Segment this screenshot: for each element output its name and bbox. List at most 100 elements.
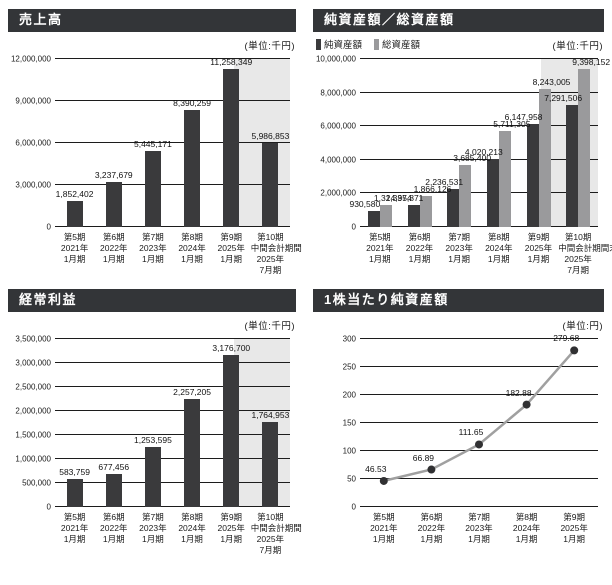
bar-総資産額 bbox=[379, 204, 392, 227]
bar-経常利益 bbox=[262, 422, 279, 507]
bar-純資産額 bbox=[447, 189, 460, 227]
point-value-label: 111.65 bbox=[458, 427, 484, 438]
bar-純資産額 bbox=[486, 159, 499, 227]
x-axis-category-label: 第5期 2021年 1月期 bbox=[360, 232, 400, 276]
y-axis-tick-label: 4,000,000 bbox=[320, 155, 356, 165]
data-point-marker bbox=[475, 440, 483, 449]
bar-value-label: 3,685,400 bbox=[453, 153, 492, 164]
x-axis-label-line: 第8期 bbox=[181, 232, 203, 242]
gridline: 1,000,000 bbox=[15, 455, 290, 464]
x-axis-label-line: 1月期 bbox=[420, 534, 443, 544]
x-axis-label-line: 2025年 bbox=[256, 534, 285, 544]
x-axis-category-label: 第9期 2025年 1月期 bbox=[519, 232, 559, 276]
x-axis-label-line: 7月期 bbox=[259, 265, 282, 275]
y-axis-tick-label: 10,000,000 bbox=[315, 54, 356, 64]
gridline: 0 bbox=[352, 503, 598, 512]
sales-title: 売上高 bbox=[8, 9, 296, 32]
bar-経常利益 bbox=[105, 474, 122, 507]
bar-総資産額 bbox=[578, 69, 591, 227]
ordinary-income-plot-area: 0 500,000 1,000,000 1,500,000 2,000,000 2,500… bbox=[15, 335, 290, 512]
x-axis-label-line: 2023年 bbox=[139, 523, 167, 533]
x-axis-label-line: 2024年 bbox=[178, 243, 206, 253]
x-axis-label-line: 第9期 bbox=[220, 232, 243, 242]
bar-value-label: 11,258,349 bbox=[210, 57, 253, 68]
y-axis-tick-label: 0 bbox=[46, 222, 51, 232]
gridline: 6,000,000 bbox=[15, 139, 290, 148]
y-axis-tick-label: 150 bbox=[342, 418, 356, 428]
net-total-assets-meta-row: 純資産額 総資産額 (単位:千円) bbox=[313, 35, 604, 52]
x-axis-category-label: 第6期 2022年 1月期 bbox=[400, 232, 440, 276]
y-axis-tick-label: 2,000,000 bbox=[15, 406, 51, 416]
y-axis-tick-label: 6,000,000 bbox=[15, 138, 51, 148]
x-axis-label-line: 2021年 bbox=[370, 523, 398, 533]
x-axis-label-line: 2022年 bbox=[417, 523, 446, 533]
x-axis-label-line: 2025年 bbox=[524, 243, 553, 253]
total-assets-swatch-icon bbox=[374, 38, 380, 50]
bar-経常利益 bbox=[66, 478, 83, 507]
x-axis-category-label: 第8期 2024年 1月期 bbox=[479, 232, 519, 276]
gridline: 300 bbox=[343, 335, 598, 344]
x-axis-label-line: 2023年 bbox=[445, 243, 473, 253]
x-axis-label-line: 2025年 bbox=[217, 523, 245, 533]
y-axis-tick-label: 3,500,000 bbox=[15, 334, 51, 344]
x-axis-label-line: 1月期 bbox=[448, 254, 470, 264]
bar-売上高 bbox=[262, 143, 279, 227]
x-axis-label-line: 第6期 bbox=[408, 232, 431, 242]
financial-highlights-grid: 売上高 (単位:千円) 0 3,000,000 6,000,000 9,000,000… bbox=[8, 9, 612, 556]
net-assets-per-share-x-axis: 第5期 2021年 1月期 第6期 2022年 1月期 第7期 2023年 1月期 第8期 2024… bbox=[360, 512, 598, 545]
x-axis-label-line: 1月期 bbox=[102, 534, 125, 544]
bar-value-label: 1,337,871 bbox=[385, 192, 424, 203]
x-axis-label-line: 第8期 bbox=[487, 232, 510, 242]
x-axis-label-line: 第5期 bbox=[63, 232, 86, 242]
x-axis-category-label: 第7期 2023年 1月期 bbox=[439, 232, 479, 276]
bar-純資産額 bbox=[367, 211, 380, 227]
x-axis-label-line: 第7期 bbox=[468, 512, 490, 522]
bar-value-label: 5,986,853 bbox=[251, 131, 290, 142]
bar-value-label: 1,852,402 bbox=[55, 189, 94, 200]
bar-value-label: 5,711,305 bbox=[493, 119, 531, 130]
x-axis-label-line: 第7期 bbox=[142, 232, 164, 242]
bar-売上高 bbox=[144, 150, 161, 227]
net-assets-per-share-meta-row: (単位:円) bbox=[313, 315, 604, 332]
gridline: 3,000,000 bbox=[15, 359, 290, 368]
x-axis-label-line: 1月期 bbox=[220, 534, 243, 544]
bar-売上高 bbox=[223, 69, 240, 227]
y-axis-tick-label: 300 bbox=[342, 334, 356, 344]
x-axis-category-label: 第5期 2021年 1月期 bbox=[55, 232, 94, 276]
x-axis-label-line: 1月期 bbox=[142, 534, 164, 544]
bar-純資産額 bbox=[566, 104, 579, 227]
bar-value-label: 7,291,506 bbox=[544, 92, 583, 103]
bar-value-label: 3,237,679 bbox=[94, 169, 133, 180]
y-axis-tick-label: 1,000,000 bbox=[15, 454, 51, 464]
bar-value-label: 8,390,259 bbox=[173, 97, 211, 108]
ordinary-income-panel: 経常利益 (単位:千円) 0 500,000 1,000,000 1,500,000 2… bbox=[8, 289, 302, 556]
x-axis-category-label: 第5期 2021年 1月期 bbox=[55, 512, 94, 556]
y-axis-tick-label: 0 bbox=[351, 502, 356, 512]
y-axis-tick-label: 100 bbox=[342, 446, 356, 456]
x-axis-label-line: 1月期 bbox=[515, 534, 538, 544]
x-axis-label-line: 2022年 bbox=[405, 243, 434, 253]
ordinary-income-meta-row: (単位:千円) bbox=[8, 315, 296, 332]
bar-売上高 bbox=[105, 181, 122, 227]
x-axis-label-line: 第9期 bbox=[563, 512, 586, 522]
bar-value-label: 9,398,152 bbox=[572, 57, 611, 68]
legend-label-net-assets: 純資産額 bbox=[324, 40, 363, 51]
x-axis-label-line: 第6期 bbox=[102, 232, 125, 242]
bar-value-label: 677,456 bbox=[98, 462, 130, 473]
x-axis-label-line: 2021年 bbox=[60, 523, 89, 533]
x-axis-label-line: 第7期 bbox=[448, 232, 470, 242]
bar-売上高 bbox=[66, 201, 83, 227]
gridline: 0 bbox=[352, 223, 598, 232]
x-axis-label-line: 2025年 bbox=[256, 254, 285, 264]
y-axis-tick-label: 50 bbox=[347, 474, 356, 484]
x-axis-label-line: 1月期 bbox=[527, 254, 550, 264]
x-axis-category-label: 第7期 2023年 1月期 bbox=[455, 512, 503, 545]
bar-value-label: 2,257,205 bbox=[173, 386, 211, 397]
ordinary-income-unit-label: (単位:千円) bbox=[244, 321, 295, 332]
x-axis-label-line: 1月期 bbox=[181, 254, 203, 264]
gridline: 50 bbox=[347, 475, 598, 484]
bar-value-label: 8,243,005 bbox=[532, 76, 571, 87]
gridline: 6,000,000 bbox=[320, 122, 598, 131]
net-assets-per-share-panel: 1株当たり純資産額 (単位:円) 0 50 100 150 200 250 300 46.53… bbox=[313, 289, 604, 556]
legend: 純資産額 総資産額 bbox=[316, 37, 420, 51]
